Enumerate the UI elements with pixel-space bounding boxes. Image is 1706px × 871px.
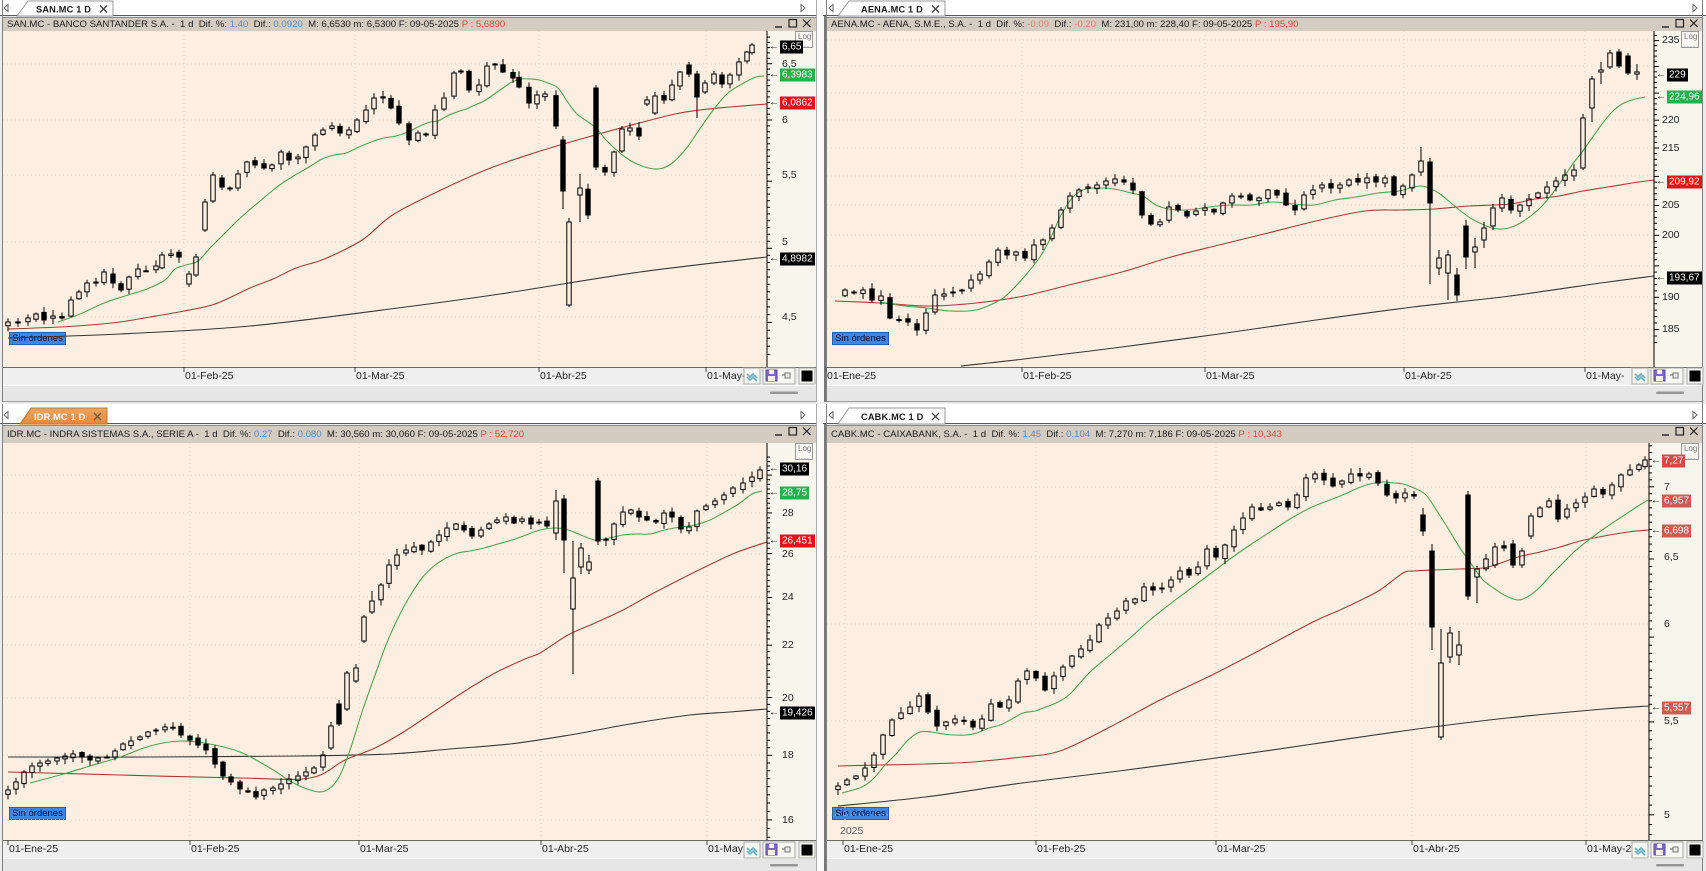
svg-text:AENA.MC 1 D: AENA.MC 1 D: [861, 5, 923, 15]
svg-text:CABK.MC 1 D: CABK.MC 1 D: [861, 412, 924, 422]
svg-text:IDR.MC 1 D: IDR.MC 1 D: [34, 412, 86, 422]
svg-text:SAN.MC 1 D: SAN.MC 1 D: [36, 5, 91, 15]
